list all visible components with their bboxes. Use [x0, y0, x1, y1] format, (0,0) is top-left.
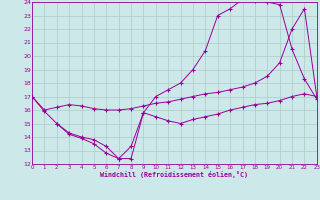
X-axis label: Windchill (Refroidissement éolien,°C): Windchill (Refroidissement éolien,°C) — [100, 171, 248, 178]
